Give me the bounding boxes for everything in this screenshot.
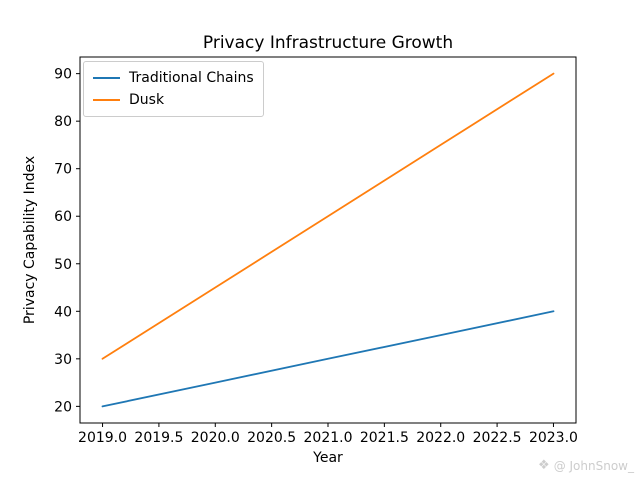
x-tick-label: 2019.0 xyxy=(78,430,127,446)
y-tick-label: 70 xyxy=(54,162,72,178)
series-line-1 xyxy=(101,72,555,360)
legend-label: Traditional Chains xyxy=(129,70,254,86)
legend-line-swatch-orange xyxy=(93,99,120,101)
x-tick-label: 2021.5 xyxy=(360,430,409,446)
series-line-0 xyxy=(101,310,555,408)
x-tick-label: 2022.0 xyxy=(416,430,465,446)
y-axis-label: Privacy Capability Index xyxy=(22,155,38,325)
x-tick-label: 2020.5 xyxy=(247,430,296,446)
legend-item-dusk: Dusk xyxy=(93,89,254,111)
legend-item-traditional-chains: Traditional Chains xyxy=(93,67,254,89)
legend: Traditional Chains Dusk xyxy=(83,61,264,117)
diamond-logo-icon: ❖ xyxy=(538,458,550,473)
x-tick-label: 2023.0 xyxy=(529,430,578,446)
x-tick-label: 2020.0 xyxy=(191,430,240,446)
x-tick-label: 2021.0 xyxy=(304,430,353,446)
watermark-text: @ JohnSnow_ xyxy=(553,458,634,473)
y-tick-label: 50 xyxy=(54,257,72,273)
y-tick-label: 90 xyxy=(54,67,72,83)
x-tick-label: 2019.5 xyxy=(134,430,183,446)
legend-line-swatch-blue xyxy=(93,77,120,79)
y-tick-label: 60 xyxy=(54,209,72,225)
y-tick-label: 80 xyxy=(54,114,72,130)
chart-title: Privacy Infrastructure Growth xyxy=(202,33,454,53)
y-tick-label: 20 xyxy=(54,399,72,415)
y-tick-label: 40 xyxy=(54,304,72,320)
legend-label: Dusk xyxy=(129,92,165,108)
x-tick-label: 2022.5 xyxy=(473,430,522,446)
x-axis-label: Year xyxy=(313,450,343,466)
watermark: ❖ @ JohnSnow_ xyxy=(538,458,634,473)
y-tick-label: 30 xyxy=(54,352,72,368)
